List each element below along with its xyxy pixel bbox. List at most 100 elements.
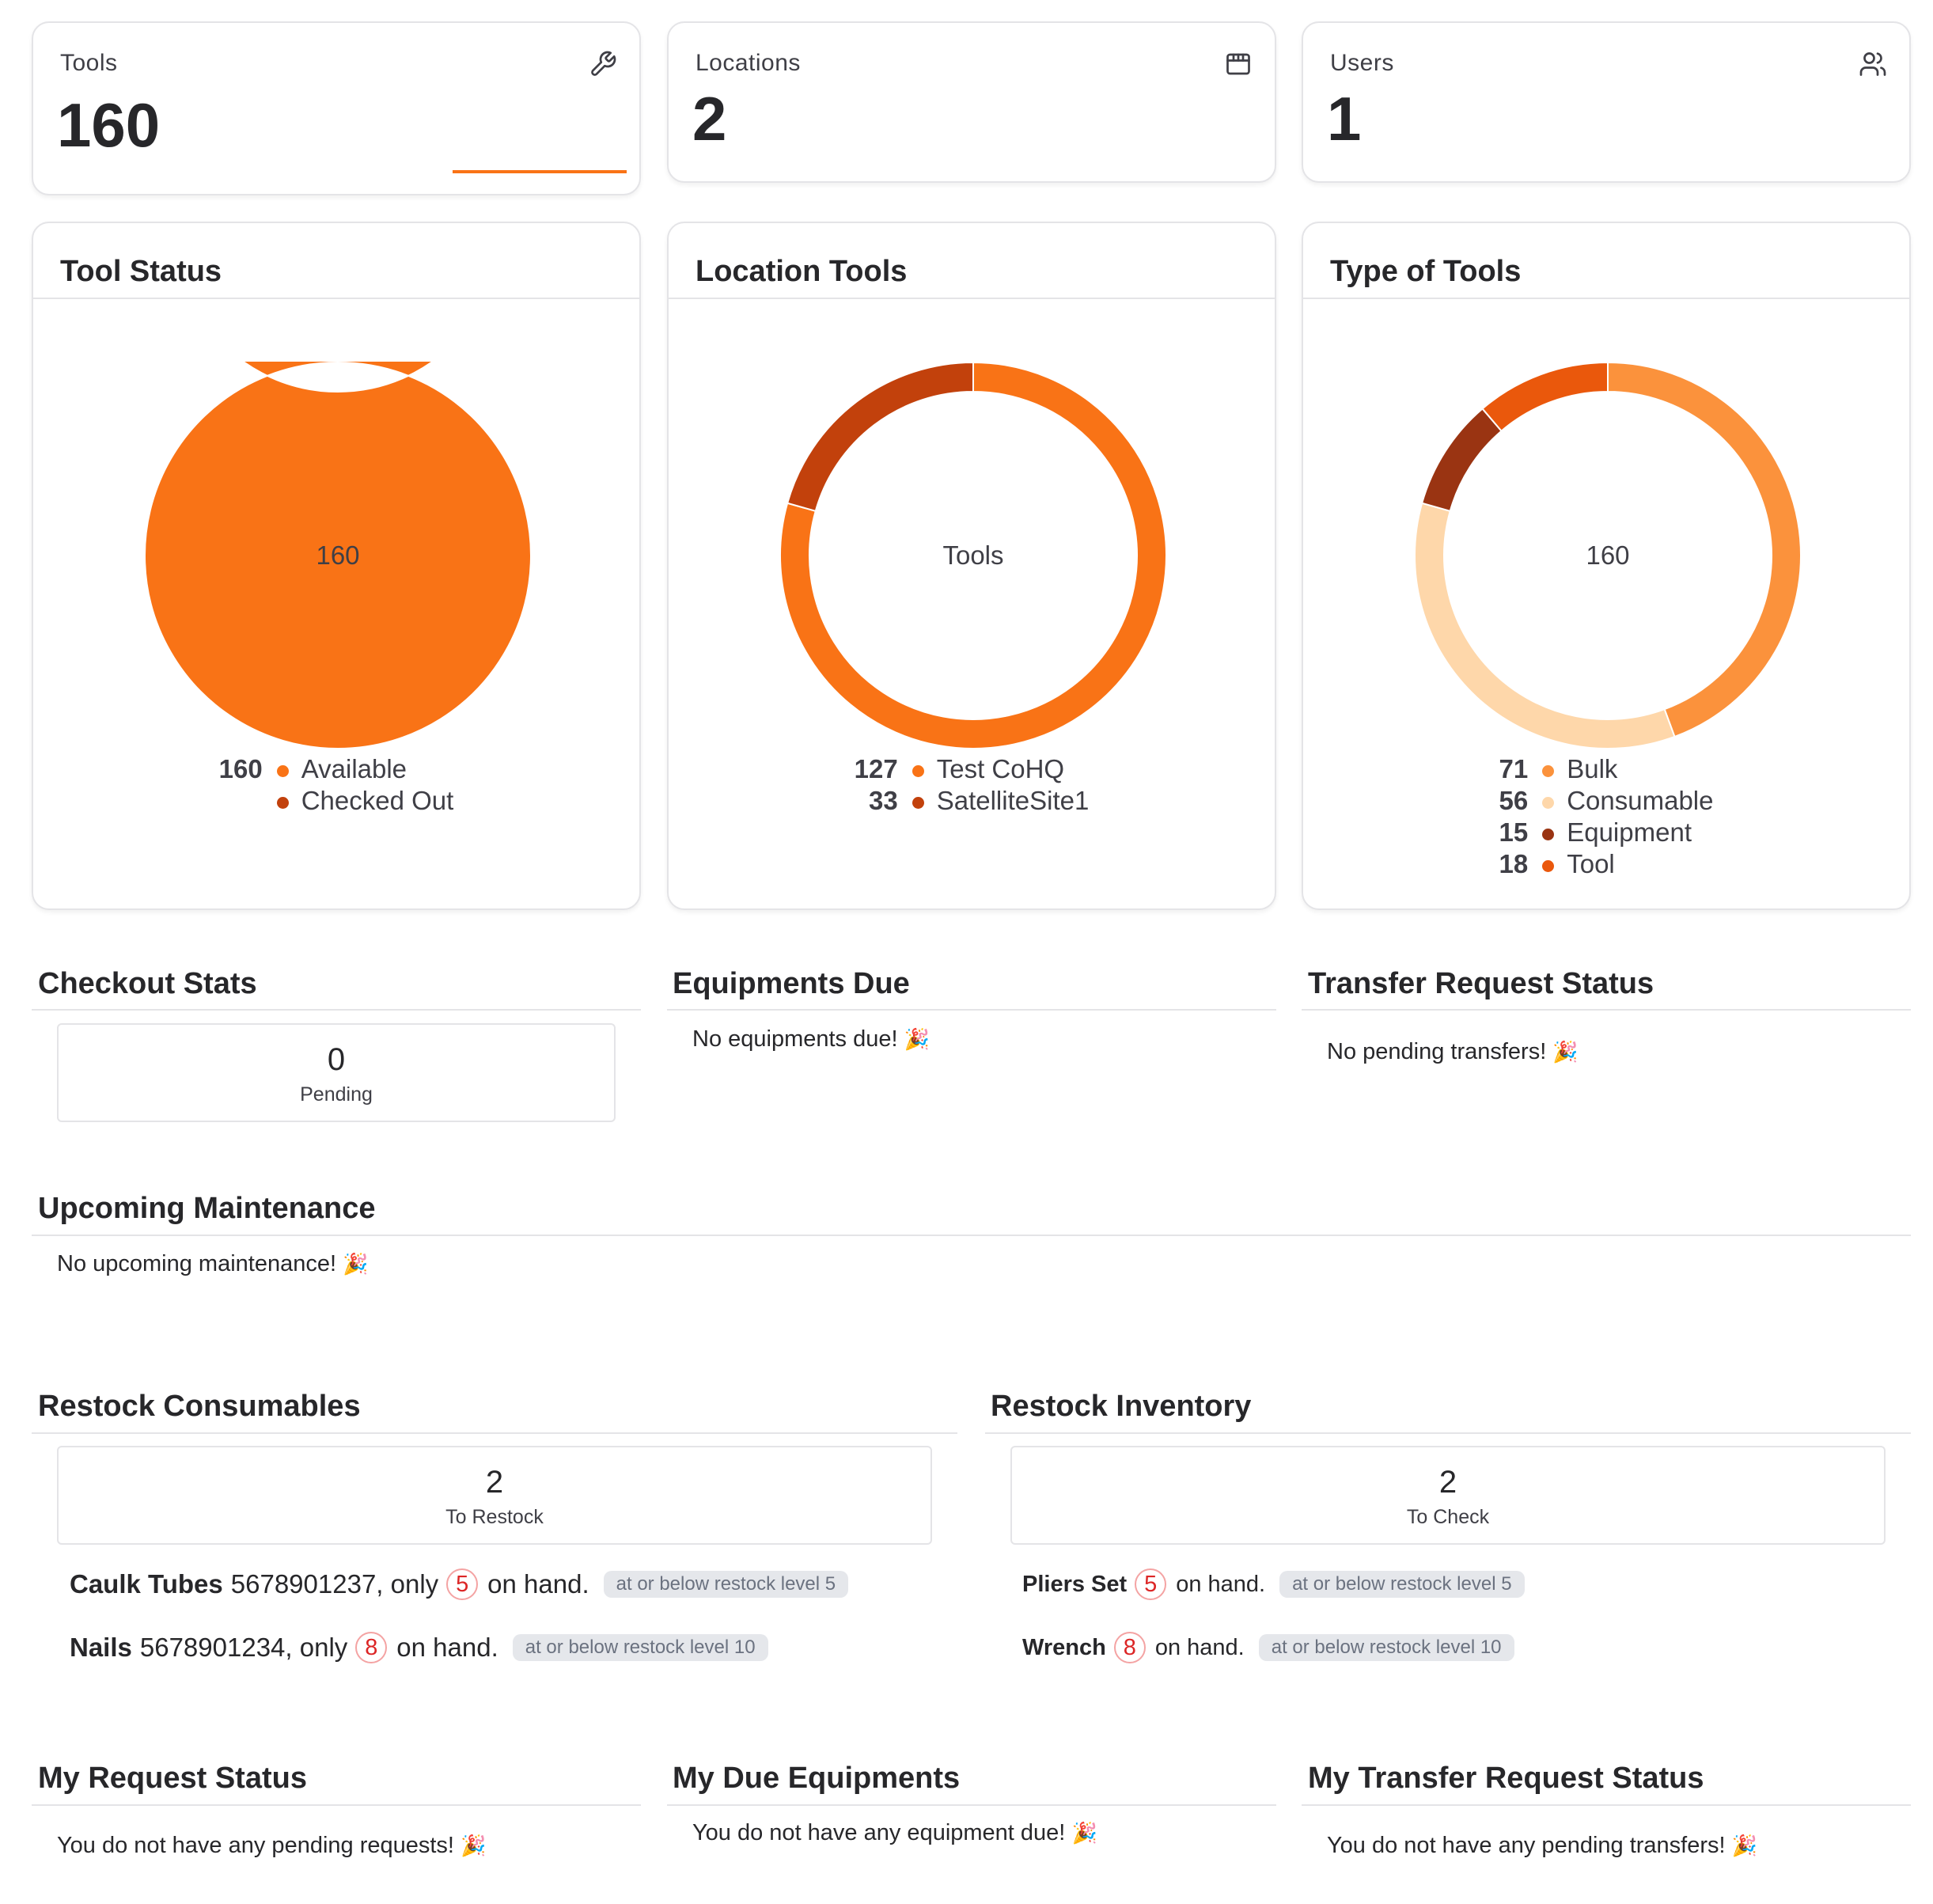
item-name: Caulk Tubes bbox=[70, 1569, 223, 1599]
legend-entry: Checked Out bbox=[219, 785, 454, 817]
legend-label: Tool bbox=[1567, 849, 1615, 878]
wrench-icon bbox=[591, 51, 616, 76]
quantity-badge: 8 bbox=[355, 1632, 388, 1663]
party-popper-icon: 🎉 bbox=[1552, 1040, 1579, 1064]
message-text: You do not have any pending requests! bbox=[57, 1833, 454, 1858]
party-popper-icon: 🎉 bbox=[461, 1834, 487, 1857]
section-title-my-request-status: My Request Status bbox=[38, 1762, 307, 1795]
stat-label: Locations bbox=[696, 50, 801, 76]
divider bbox=[669, 298, 1275, 299]
legend-entry: 15 Equipment bbox=[1499, 817, 1714, 848]
legend-entry: 160 Available bbox=[219, 753, 454, 785]
tool-status-donut bbox=[144, 362, 532, 749]
legend-label: Bulk bbox=[1567, 754, 1618, 783]
legend-label: Checked Out bbox=[301, 786, 454, 815]
message-text: You do not have any pending transfers! bbox=[1327, 1833, 1726, 1858]
restock-level-badge: at or below restock level 5 bbox=[603, 1571, 849, 1598]
stat-value: 160 bbox=[57, 90, 161, 160]
pending-count: 0 bbox=[327, 1042, 346, 1077]
quantity-badge: 5 bbox=[446, 1568, 479, 1600]
item-code: 5678901234, only bbox=[139, 1633, 348, 1662]
legend-dot bbox=[912, 764, 924, 777]
pending-checkout-box[interactable]: 0 Pending bbox=[57, 1023, 616, 1122]
party-popper-icon: 🎉 bbox=[904, 1027, 930, 1051]
section-title-restock-inventory: Restock Inventory bbox=[991, 1390, 1252, 1423]
chart-card-location-tools: Location Tools Tools 127 Test CoHQ 33 Sa… bbox=[667, 222, 1276, 910]
chart-legend: 71 Bulk 56 Consumable 15 Equipment 18 To… bbox=[1303, 753, 1909, 880]
stat-label: Tools bbox=[60, 50, 118, 76]
donut-slice-satellitesite1[interactable] bbox=[786, 362, 974, 513]
section-title-transfer-request-status: Transfer Request Status bbox=[1308, 967, 1654, 1000]
party-popper-icon: 🎉 bbox=[1071, 1821, 1097, 1845]
message-text: You do not have any equipment due! bbox=[692, 1820, 1066, 1845]
legend-value: 127 bbox=[854, 754, 898, 783]
divider bbox=[32, 1804, 641, 1806]
stat-label: Users bbox=[1330, 50, 1394, 76]
to-restock-count: 2 bbox=[485, 1465, 504, 1500]
stat-value: 2 bbox=[692, 84, 727, 154]
stat-card-tools[interactable]: Tools 160 bbox=[32, 21, 641, 195]
divider bbox=[32, 1009, 641, 1011]
legend-value: 33 bbox=[869, 786, 898, 815]
legend-dot bbox=[276, 796, 289, 809]
stat-card-locations[interactable]: Locations 2 bbox=[667, 21, 1276, 183]
restock-level-badge: at or below restock level 5 bbox=[1279, 1571, 1525, 1598]
to-check-box[interactable]: 2 To Check bbox=[1010, 1446, 1886, 1545]
chart-title: Type of Tools bbox=[1330, 255, 1522, 288]
divider bbox=[1302, 1804, 1911, 1806]
legend-dot bbox=[1542, 796, 1555, 809]
restock-consumable-item[interactable]: Nails 5678901234, only 8 on hand. at or … bbox=[70, 1632, 768, 1663]
section-title-restock-consumables: Restock Consumables bbox=[38, 1390, 361, 1423]
legend-label: Test CoHQ bbox=[936, 754, 1065, 783]
donut-slice-available[interactable] bbox=[144, 362, 532, 749]
users-icon bbox=[1859, 52, 1886, 76]
restock-inventory-item[interactable]: Wrench 8 on hand. at or below restock le… bbox=[1022, 1632, 1514, 1663]
restock-inventory-item[interactable]: Pliers Set 5 on hand. at or below restoc… bbox=[1022, 1568, 1525, 1600]
to-check-label: To Check bbox=[1406, 1506, 1490, 1528]
chart-card-tool-status: Tool Status 160 160 Available Checked Ou… bbox=[32, 222, 641, 910]
legend-label: Available bbox=[301, 754, 407, 783]
item-name: Pliers Set bbox=[1022, 1571, 1128, 1597]
donut-slice-bulk[interactable] bbox=[1607, 362, 1802, 738]
to-restock-box[interactable]: 2 To Restock bbox=[57, 1446, 932, 1545]
stat-value: 1 bbox=[1327, 84, 1362, 154]
divider bbox=[667, 1804, 1276, 1806]
section-title-equipments-due: Equipments Due bbox=[673, 967, 910, 1000]
legend-value: 56 bbox=[1499, 786, 1529, 815]
legend-entry: 18 Tool bbox=[1499, 848, 1714, 880]
donut-slice-test-cohq[interactable] bbox=[779, 362, 1167, 749]
pending-label: Pending bbox=[300, 1083, 373, 1106]
legend-dot bbox=[1542, 828, 1555, 840]
divider bbox=[1302, 1009, 1911, 1011]
item-suffix: on hand. bbox=[1154, 1634, 1245, 1660]
donut-slice-equipment[interactable] bbox=[1420, 408, 1503, 513]
chart-card-type-of-tools: Type of Tools 160 71 Bulk 56 Consumable … bbox=[1302, 222, 1911, 910]
loading-bar bbox=[453, 170, 627, 173]
divider bbox=[33, 298, 639, 299]
legend-value: 18 bbox=[1499, 849, 1529, 878]
legend-entry: 71 Bulk bbox=[1499, 753, 1714, 785]
stat-card-users[interactable]: Users 1 bbox=[1302, 21, 1911, 183]
chart-title: Tool Status bbox=[60, 255, 222, 288]
message-text: No equipments due! bbox=[692, 1026, 898, 1052]
legend-dot bbox=[912, 796, 924, 809]
store-icon bbox=[1226, 53, 1250, 75]
party-popper-icon: 🎉 bbox=[1731, 1834, 1758, 1857]
legend-dot bbox=[1542, 764, 1555, 777]
section-title-my-due-equipments: My Due Equipments bbox=[673, 1762, 961, 1795]
item-suffix: on hand. bbox=[1176, 1571, 1266, 1597]
location-tools-donut bbox=[779, 362, 1167, 749]
section-title-my-transfer-request-status: My Transfer Request Status bbox=[1308, 1762, 1704, 1795]
chart-legend: 160 Available Checked Out bbox=[33, 753, 639, 817]
equipments-due-message: No equipments due! 🎉 bbox=[692, 1026, 930, 1053]
legend-value bbox=[219, 785, 277, 817]
restock-level-badge: at or below restock level 10 bbox=[1258, 1634, 1514, 1661]
to-check-count: 2 bbox=[1438, 1465, 1457, 1500]
legend-value: 160 bbox=[218, 754, 263, 783]
my-transfer-message: You do not have any pending transfers! 🎉 bbox=[1327, 1833, 1757, 1859]
divider bbox=[32, 1235, 1911, 1236]
donut-slice-consumable[interactable] bbox=[1414, 502, 1676, 749]
donut-slice-tool[interactable] bbox=[1481, 362, 1609, 433]
maintenance-message: No upcoming maintenance! 🎉 bbox=[57, 1251, 368, 1277]
restock-consumable-item[interactable]: Caulk Tubes 5678901237, only 5 on hand. … bbox=[70, 1568, 849, 1600]
